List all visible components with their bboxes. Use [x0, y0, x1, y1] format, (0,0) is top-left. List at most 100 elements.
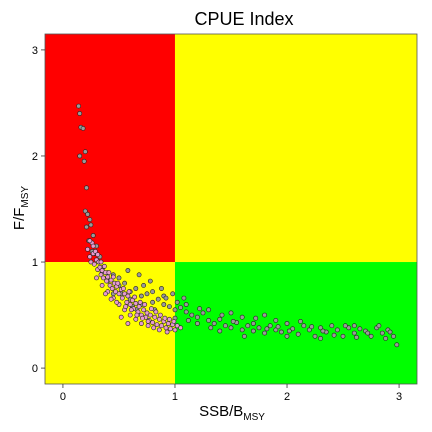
- data-point: [125, 268, 131, 273]
- data-point: [189, 312, 195, 318]
- data-point: [85, 246, 90, 252]
- data-point: [329, 323, 335, 329]
- data-point: [161, 302, 167, 307]
- data-point: [286, 328, 292, 334]
- data-point: [134, 312, 140, 318]
- data-point: [217, 316, 223, 322]
- data-point: [137, 299, 143, 305]
- data-point: [172, 307, 178, 313]
- data-point: [98, 259, 104, 265]
- data-point: [170, 291, 176, 297]
- x-axis-label: SSB/BMSY: [199, 403, 265, 423]
- data-point: [150, 289, 155, 295]
- x-axis: 0 1 2 3: [60, 384, 402, 403]
- data-point: [95, 252, 101, 257]
- data-point: [98, 272, 104, 278]
- data-point: [115, 280, 121, 286]
- data-point: [174, 323, 180, 329]
- data-point: [80, 125, 86, 131]
- data-point: [77, 153, 83, 159]
- data-point: [128, 307, 134, 313]
- data-point: [85, 211, 90, 217]
- data-point: [81, 158, 87, 164]
- data-point: [87, 238, 93, 244]
- data-point: [84, 185, 89, 191]
- data-point: [125, 293, 131, 299]
- data-point: [127, 302, 133, 307]
- zone-healthy-overfishing: [174, 34, 417, 263]
- data-point: [82, 149, 88, 155]
- data-point: [306, 327, 312, 333]
- plot-frame: [44, 33, 418, 385]
- data-point: [94, 275, 99, 281]
- data-point: [144, 291, 150, 297]
- data-point: [145, 323, 151, 329]
- data-point: [133, 300, 139, 306]
- data-point: [166, 316, 172, 322]
- data-point: [239, 327, 245, 333]
- data-point: [211, 321, 217, 326]
- data-point: [144, 310, 150, 316]
- data-point: [142, 302, 148, 307]
- y-axis-label-sub: MSY: [20, 186, 31, 208]
- data-point: [168, 326, 173, 332]
- data-point: [217, 328, 223, 334]
- data-point: [253, 315, 259, 321]
- data-point: [197, 306, 202, 312]
- data-point: [148, 306, 154, 312]
- data-point: [228, 310, 234, 316]
- y-axis-label: F/FMSY: [11, 186, 31, 231]
- data-point: [256, 325, 262, 331]
- y-tick-label: 0: [32, 363, 38, 375]
- data-point: [116, 291, 122, 297]
- data-point: [206, 317, 211, 323]
- zone-overfished-overfishing: [45, 34, 175, 263]
- y-axis-label-main: F/F: [11, 208, 28, 231]
- data-point: [387, 329, 393, 335]
- data-point: [164, 329, 170, 335]
- data-point: [262, 312, 267, 318]
- data-point: [156, 316, 162, 322]
- data-point: [108, 277, 114, 283]
- data-point: [275, 324, 281, 330]
- x-axis-label-main: SSB/B: [199, 403, 243, 420]
- data-point: [318, 335, 323, 341]
- data-point: [194, 321, 200, 326]
- data-point: [181, 295, 187, 301]
- data-point: [145, 318, 151, 324]
- data-point: [206, 307, 211, 313]
- data-point: [357, 326, 363, 332]
- data-point: [309, 324, 315, 330]
- data-point: [383, 335, 388, 341]
- data-point: [157, 312, 163, 318]
- data-point: [132, 294, 137, 300]
- data-point: [119, 295, 125, 301]
- data-point: [88, 259, 94, 265]
- data-point: [368, 333, 374, 339]
- data-point: [127, 312, 133, 318]
- data-point: [342, 323, 348, 329]
- data-point: [91, 261, 97, 267]
- data-point: [379, 330, 385, 336]
- data-point: [298, 318, 303, 324]
- data-point: [99, 268, 105, 273]
- data-point: [219, 312, 225, 318]
- data-point: [154, 322, 160, 327]
- data-point: [301, 323, 307, 329]
- data-point: [278, 329, 284, 335]
- data-point: [166, 304, 172, 309]
- data-point: [88, 222, 94, 228]
- data-point: [394, 342, 400, 348]
- data-point: [138, 321, 144, 326]
- data-point: [99, 282, 105, 288]
- data-point: [284, 321, 290, 326]
- data-point: [147, 312, 153, 318]
- data-point: [185, 317, 191, 323]
- data-point: [346, 325, 352, 331]
- data-point: [87, 217, 93, 222]
- data-point: [114, 299, 120, 305]
- data-point: [106, 270, 112, 275]
- data-point: [116, 275, 122, 281]
- data-point: [228, 325, 234, 331]
